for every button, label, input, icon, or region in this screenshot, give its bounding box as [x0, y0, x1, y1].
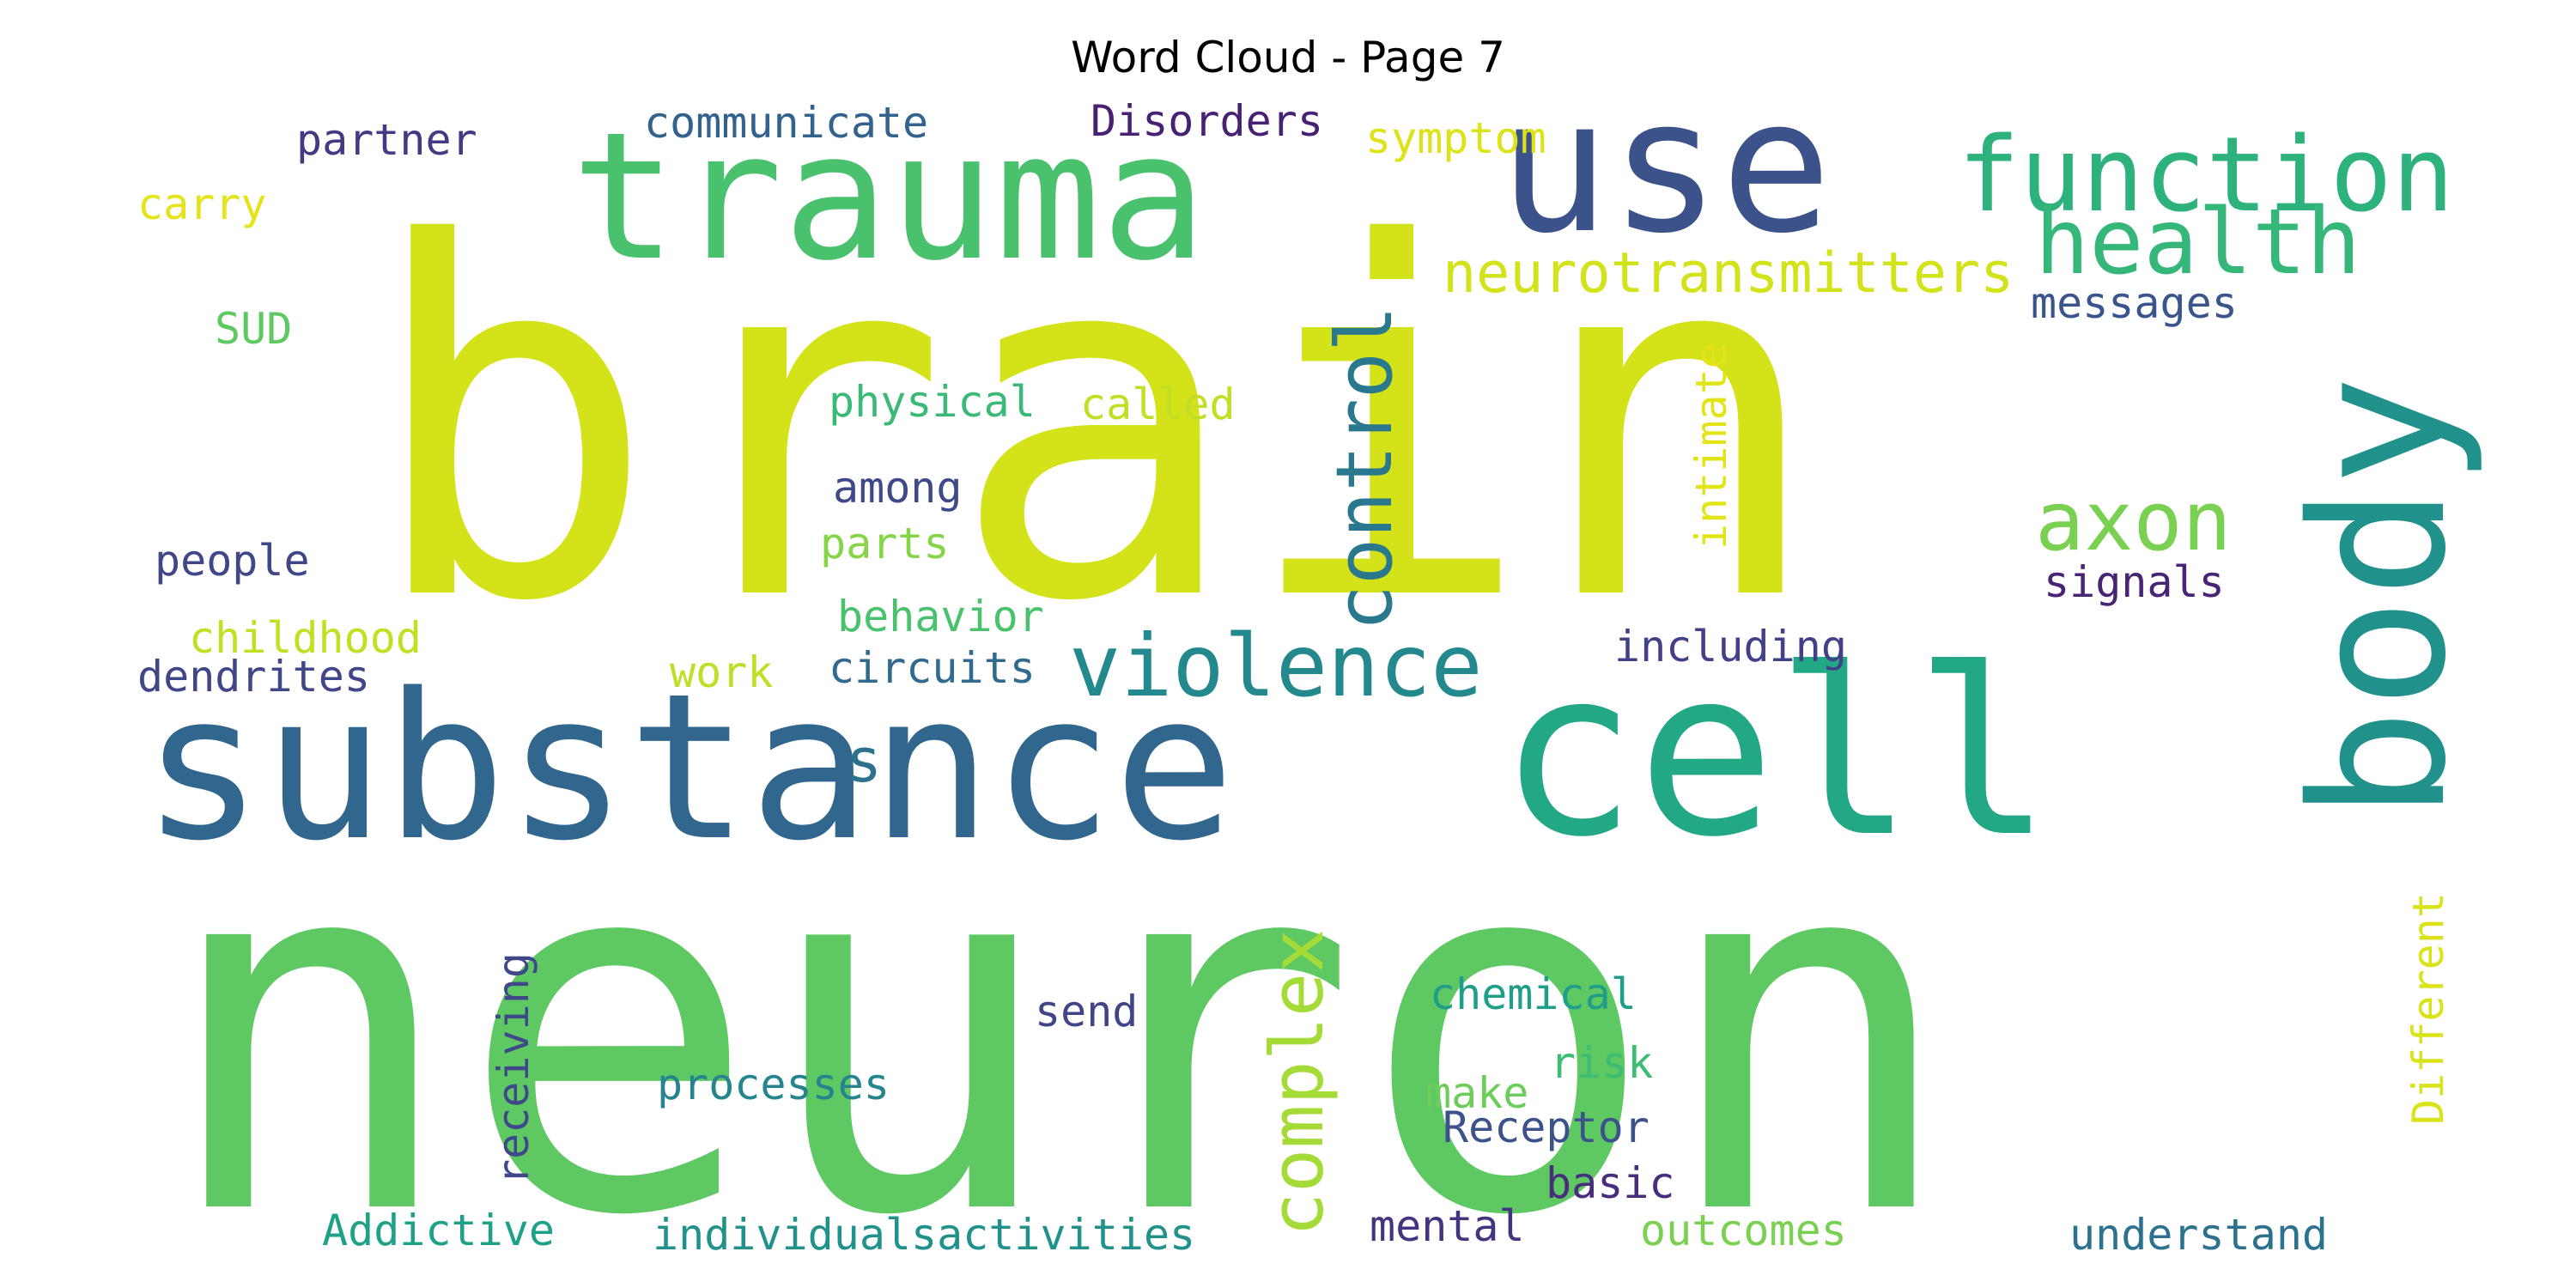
- word-sud: SUD: [215, 304, 292, 354]
- word-messages: messages: [2031, 278, 2238, 328]
- word-body: body: [2271, 375, 2487, 820]
- word-disorders: Disorders: [1091, 96, 1323, 146]
- word-brain: brain: [365, 143, 1826, 708]
- word-function: function: [1958, 116, 2454, 235]
- word-called: called: [1080, 380, 1236, 429]
- word-neurotransmitters: neurotransmitters: [1443, 241, 2014, 306]
- word-basic: basic: [1546, 1158, 1675, 1208]
- word-different: Different: [2403, 892, 2453, 1125]
- word-partner: partner: [296, 115, 477, 165]
- word-signals: signals: [2044, 557, 2225, 607]
- word-childhood: childhood: [189, 613, 422, 663]
- chart-title: Word Cloud - Page 7: [1071, 33, 1505, 82]
- word-send: send: [1035, 987, 1138, 1036]
- word-risk: risk: [1550, 1038, 1653, 1088]
- word-parts: parts: [820, 519, 950, 568]
- word-physical: physical: [829, 377, 1036, 427]
- word-circuits: circuits: [829, 643, 1036, 693]
- word-work: work: [670, 647, 773, 697]
- word-chemical: chemical: [1430, 969, 1637, 1019]
- word-cell: cell: [1498, 620, 2052, 888]
- word-mental: mental: [1370, 1201, 1525, 1251]
- word-dendrites: dendrites: [137, 652, 370, 702]
- word-make: make: [1425, 1068, 1528, 1118]
- word-substance: substance: [142, 651, 1235, 885]
- word-violence: violence: [1069, 616, 1483, 716]
- word-including: including: [1614, 622, 1847, 671]
- word-behavior: behavior: [837, 592, 1044, 641]
- word-understand: understand: [2069, 1210, 2328, 1260]
- word-trauma: trauma: [571, 95, 1207, 300]
- word-neuron: neuron: [159, 744, 1958, 1288]
- word-communicate: communicate: [644, 98, 928, 148]
- word-addictive: Addictive: [322, 1206, 555, 1255]
- word-among: among: [833, 463, 963, 513]
- word-symptom: symptom: [1365, 113, 1546, 163]
- word-people: people: [155, 536, 310, 586]
- word-complex: complex: [1255, 929, 1340, 1236]
- word-axon: axon: [2035, 475, 2232, 569]
- word-individualsactivities: individualsactivities: [653, 1210, 1195, 1260]
- word-receiving: receiving: [489, 952, 538, 1185]
- word-processes: processes: [657, 1060, 890, 1109]
- word-intimate: intimate: [1686, 343, 1736, 550]
- word-carry: carry: [137, 179, 267, 229]
- word-s: s: [846, 726, 882, 796]
- word-receptor: Receptor: [1443, 1103, 1649, 1152]
- word-outcomes: outcomes: [1640, 1206, 1847, 1255]
- word-health: health: [2035, 190, 2360, 295]
- word-control: control: [1320, 306, 1410, 631]
- word-use: use: [1498, 58, 1832, 274]
